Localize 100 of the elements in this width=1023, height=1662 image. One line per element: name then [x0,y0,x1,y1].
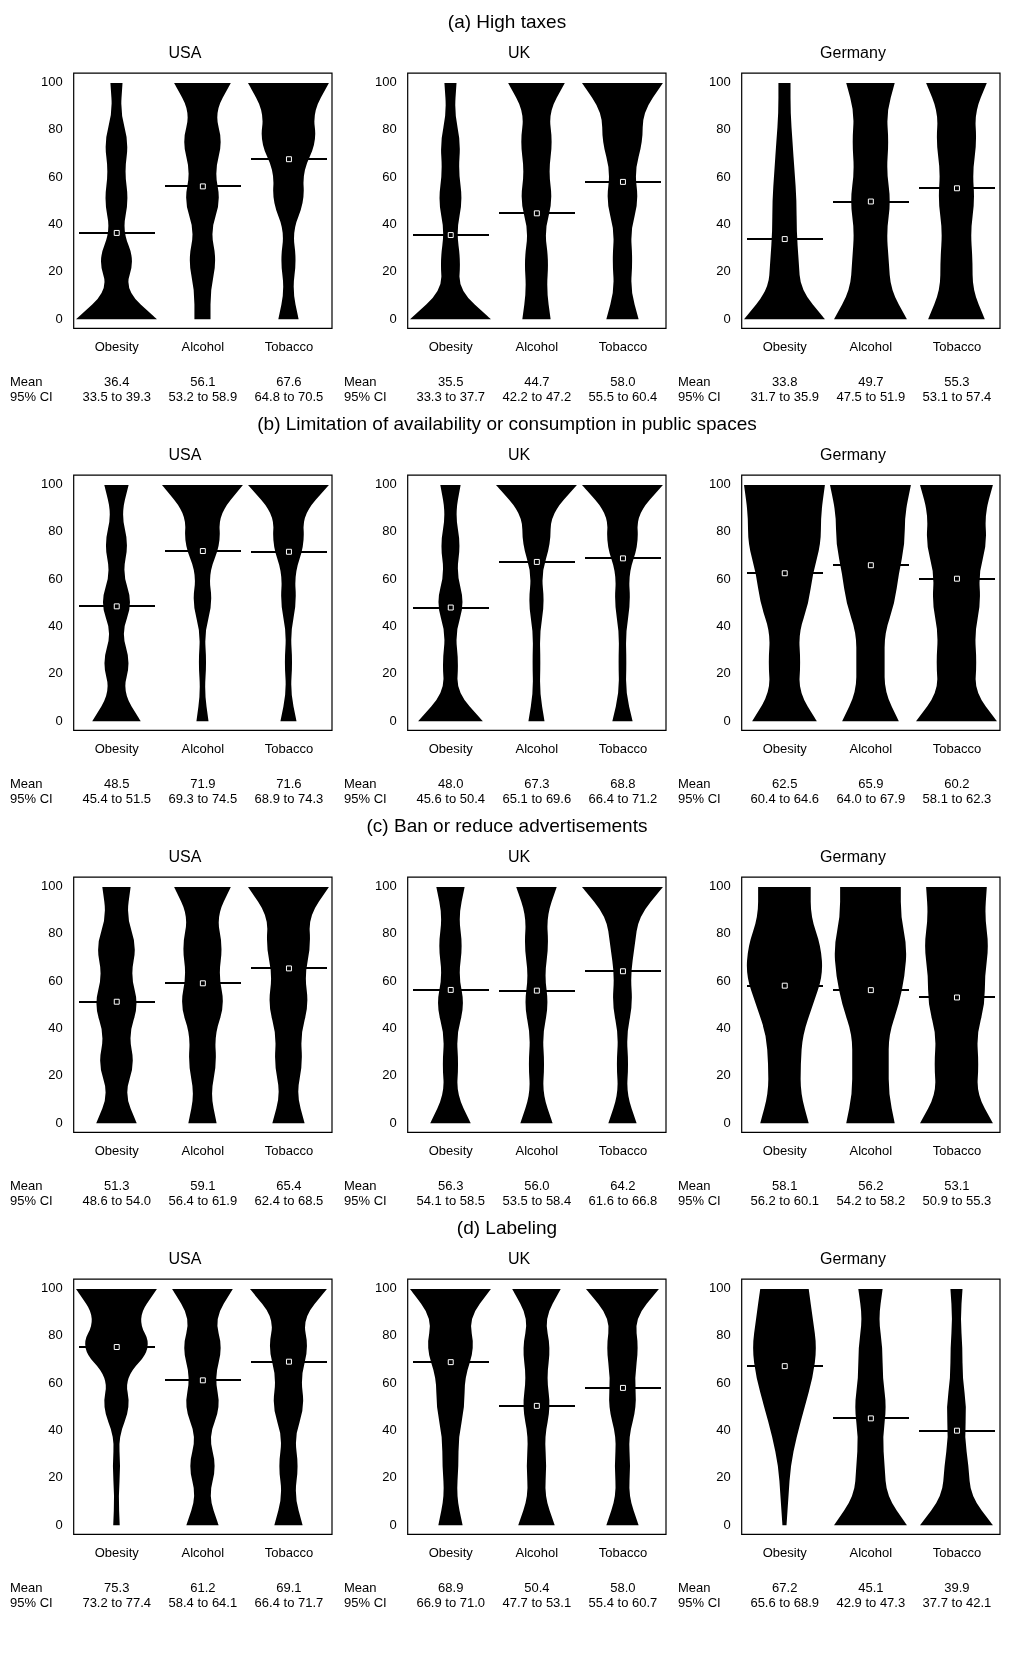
text: Mean [678,1178,711,1194]
x-tick-label: Alcohol [181,1544,225,1560]
chart-title: (b) Limitation of availability or consumption in public spaces [256,413,758,435]
x-tick-label: Tobacco [932,740,982,756]
text: 58.4 to 64.1 [168,1595,238,1611]
data-label: 53.1 [944,1178,970,1194]
point [285,548,292,555]
data-label: 36.4 [104,374,130,390]
y-tick-label: 100 [374,476,397,492]
text: 95% CI [344,389,387,405]
x-tick-label: Obesity [94,338,140,354]
text: 64.0 to 67.9 [836,791,906,807]
chart-subtitle: Germany [820,1250,886,1268]
chart-subtitle: USA [168,848,202,866]
text: 61.6 to 66.8 [588,1193,658,1209]
y-tick-label: 0 [723,310,731,326]
text: 95% CI [344,1193,387,1209]
y-tick-label: 80 [382,1327,397,1343]
y-tick-label: 20 [48,665,63,681]
text: 47.7 to 53.1 [502,1595,572,1611]
text: 95% CI [344,1595,387,1611]
data-label: 50.4 [524,1580,550,1596]
text: 50.9 to 55.3 [922,1193,992,1209]
x-tick-label: Alcohol [849,1544,893,1560]
y-tick-label: 60 [716,168,731,184]
point [619,178,626,185]
data-label: 49.7 [858,374,884,390]
y-tick-label: 80 [382,523,397,539]
y-tick-label: 0 [389,1516,397,1532]
x-tick-label: Tobacco [598,740,648,756]
y-tick-label: 100 [374,1280,397,1296]
text: Mean [344,1178,377,1194]
text: 60.4 to 64.6 [750,791,820,807]
y-tick-label: 20 [716,263,731,279]
data-label: 71.6 [276,776,302,792]
point [199,980,206,987]
text: 55.4 to 60.7 [588,1595,658,1611]
point [113,229,120,236]
y-tick-label: 80 [48,121,63,137]
y-tick-label: 40 [716,1422,731,1438]
text: 37.7 to 42.1 [922,1595,992,1611]
text: Mean [678,374,711,390]
data-label: 35.5 [438,374,464,390]
x-tick-label: Alcohol [515,338,559,354]
point [867,987,874,994]
text: Mean [344,1580,377,1596]
data-label: 56.2 [858,1178,884,1194]
point [781,1363,788,1370]
y-tick-label: 80 [382,121,397,137]
x-tick-label: Obesity [428,740,474,756]
text: 45.6 to 50.4 [416,791,486,807]
y-tick-label: 60 [382,168,397,184]
x-tick-label: Obesity [94,740,140,756]
text: 95% CI [10,791,53,807]
text: 95% CI [10,1595,53,1611]
data-label: 48.0 [438,776,464,792]
y-tick-label: 0 [389,1114,397,1130]
y-tick-label: 20 [382,1469,397,1485]
y-tick-label: 40 [716,1020,731,1036]
y-tick-label: 80 [48,1327,63,1343]
x-tick-label: Tobacco [932,1544,982,1560]
data-label: 65.9 [858,776,884,792]
point [285,156,292,163]
data-label: 60.2 [944,776,970,792]
x-tick-label: Tobacco [264,1142,314,1158]
y-tick-label: 100 [40,74,63,90]
text: 56.4 to 61.9 [168,1193,238,1209]
text: 53.2 to 58.9 [168,389,238,405]
x-tick-label: Obesity [762,338,808,354]
point [285,1358,292,1365]
point [199,548,206,555]
point [533,987,540,994]
point [113,603,120,610]
text: 95% CI [344,791,387,807]
text: 53.1 to 57.4 [922,389,992,405]
point [867,562,874,569]
y-tick-label: 0 [55,1516,63,1532]
text: Mean [678,776,711,792]
y-tick-label: 40 [48,1422,63,1438]
x-tick-label: Alcohol [849,338,893,354]
chart-title: (c) Ban or reduce advertisements [365,815,649,837]
data-label: 67.6 [276,374,302,390]
x-tick-label: Alcohol [515,1544,559,1560]
data-label: 45.1 [858,1580,884,1596]
x-tick-label: Obesity [762,740,808,756]
text: 65.1 to 69.6 [502,791,572,807]
y-tick-label: 80 [716,925,731,941]
text: 73.2 to 77.4 [82,1595,152,1611]
x-tick-label: Tobacco [264,740,314,756]
y-tick-label: 60 [382,972,397,988]
text: 48.6 to 54.0 [82,1193,152,1209]
chart-subtitle: Germany [820,44,886,62]
x-tick-label: Tobacco [264,338,314,354]
data-label: 48.5 [104,776,130,792]
y-tick-label: 60 [716,570,731,586]
data-label: 64.2 [610,1178,636,1194]
y-tick-label: 40 [716,618,731,634]
point [447,986,454,993]
data-label: 51.3 [104,1178,130,1194]
data-label: 58.1 [772,1178,798,1194]
